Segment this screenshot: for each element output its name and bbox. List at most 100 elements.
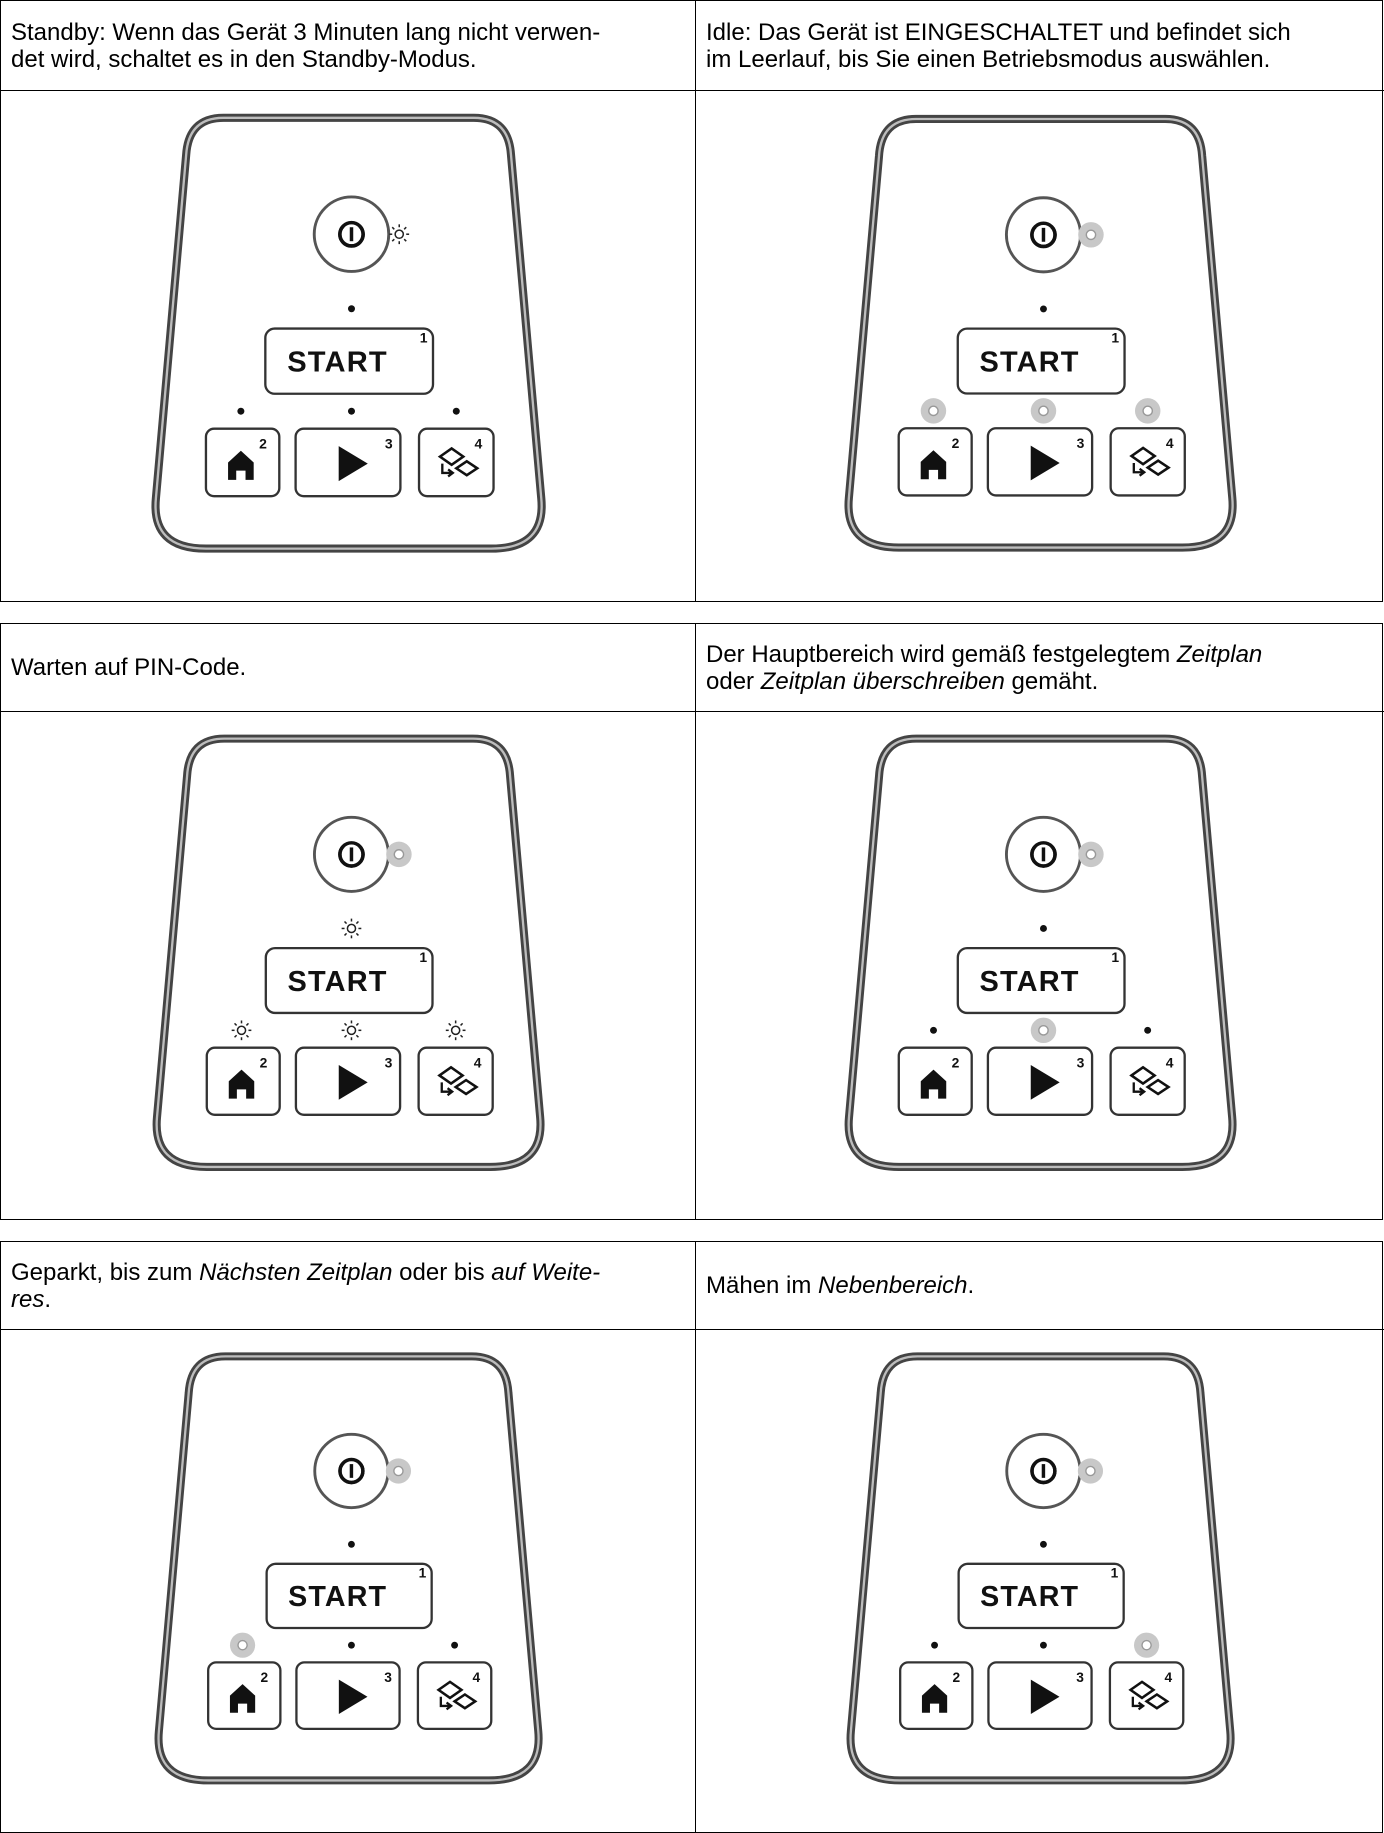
led-on [1038,1024,1049,1036]
power-icon-ring [1030,841,1057,868]
led-on [1141,1639,1152,1651]
caption-text: det wird, schaltet es in den Standby-Mod… [11,45,477,73]
led-on [1142,405,1154,417]
illustration: START 1 2 3 4 [1,91,695,601]
button-number: 1 [419,1566,427,1581]
illustration: START 1 2 3 4 [696,712,1384,1219]
start-button [264,327,435,395]
home-icon [229,1684,256,1713]
panel-illustration: START 1 2 3 4 [154,1352,543,1785]
led-on [237,1639,248,1651]
led-ray [234,1034,238,1038]
play-icon [338,446,368,482]
caption: Warten auf PIN-Code. [1,624,695,712]
table: Standby: Wenn das Gerät 3 Minuten lang n… [0,0,1384,602]
table-column: Mähen im Nebenbereich. START 1 2 3 4 [695,1242,1384,1832]
area-arrow [1131,1696,1146,1711]
led-ray [343,920,348,925]
led-ray [355,932,359,936]
power-icon-ring [338,841,365,868]
led-ray [403,226,407,230]
area-icon [1129,1065,1171,1096]
led-ray [234,1022,238,1026]
area-arrow [1132,1082,1147,1097]
start-label: START [287,347,388,379]
button-number: 2 [952,435,960,451]
panel-illustration: START 1 2 3 4 [846,1352,1235,1785]
home-icon [920,450,947,480]
led-ray [343,1034,348,1038]
caption: Geparkt, bis zum Nächsten Zeitplan oder … [1,1242,695,1330]
led-ray [245,1022,249,1026]
table-column: Geparkt, bis zum Nächsten Zeitplan oder … [1,1242,695,1832]
start-button [264,946,434,1015]
button-number: 1 [420,330,428,346]
led-off [1040,924,1047,932]
power-icon-ring [338,220,365,248]
table: Geparkt, bis zum Nächsten Zeitplan oder … [0,1241,1384,1833]
caption-line: res. [11,1286,685,1313]
caption: Standby: Wenn das Gerät 3 Minuten lang n… [1,1,695,91]
led-off [1040,305,1047,313]
start-label: START [980,966,1080,998]
table-column: Idle: Das Gerät ist EINGESCHALTET und be… [695,1,1384,601]
power-icon-ring [338,1457,365,1485]
button-number: 1 [1111,330,1119,346]
led-on [1038,405,1049,417]
caption: Mähen im Nebenbereich. [696,1242,1384,1330]
caption-line: Geparkt, bis zum Nächsten Zeitplan oder … [11,1259,685,1286]
area-icon [1129,446,1171,477]
caption-text: oder [706,667,761,695]
led-blink [346,923,357,934]
area-icon [1128,1680,1170,1710]
button-number: 3 [1077,1054,1085,1070]
caption-text: Standby: Wenn das Gerät 3 Minuten lang n… [11,18,601,46]
caption-text: Geparkt, bis zum [11,1258,200,1286]
start-label: START [980,346,1080,378]
play-icon [1030,1679,1060,1714]
button-number: 3 [1077,435,1085,451]
caption: Der Hauptbereich wird gemäß festgelegtem… [696,624,1384,712]
button-number: 4 [475,435,483,451]
illustration: START 1 2 3 4 [696,1330,1384,1832]
led-off [931,1641,938,1649]
caption-text: Der Hauptbereich wird gemäß festgelegtem [706,640,1177,668]
table-column: Warten auf PIN-Code. START 1 2 3 4 [1,624,695,1219]
led-off [348,305,355,313]
button-number: 2 [952,1054,960,1070]
control-panel: START 1 2 3 4 [154,1352,543,1785]
led-ray [355,1022,359,1026]
led-on [1085,229,1097,241]
caption-emphasis: Nebenbereich [818,1272,968,1299]
led-off [348,1540,355,1548]
led-off [348,1641,355,1649]
led-ray [355,1034,359,1038]
caption-line: Der Hauptbereich wird gemäß festgelegtem… [706,641,1374,668]
led-off [1144,1026,1152,1034]
button-number: 4 [1166,435,1174,451]
led-ray [391,226,395,230]
play-icon [1030,1065,1060,1100]
power-icon-ring [1030,1457,1057,1485]
led-on [393,1465,404,1477]
caption-line: det wird, schaltet es in den Standby-Mod… [11,46,685,73]
area-icon [437,1065,479,1096]
button-number: 2 [953,1670,961,1685]
led-ray [355,920,359,925]
led-off [452,407,460,415]
area-icon [437,446,480,477]
button-number: 3 [385,435,393,451]
button-number: 2 [259,435,267,451]
panel-outline-inner [847,117,1234,549]
panel-illustration: START 1 2 3 4 [151,113,546,553]
table: Warten auf PIN-Code. START 1 2 3 4 Der Hauptbe… [0,623,1384,1220]
button-number: 1 [419,949,427,965]
led-on [393,849,405,860]
caption-text: . [44,1285,52,1313]
illustration: START 1 2 3 4 [696,91,1384,601]
caption-line: Warten auf PIN-Code. [11,654,685,681]
caption-text: Idle: Das Gerät ist EINGESCHALTET und be… [706,18,1291,46]
illustration: START 1 2 3 4 [1,1330,695,1832]
start-button [957,1562,1125,1630]
